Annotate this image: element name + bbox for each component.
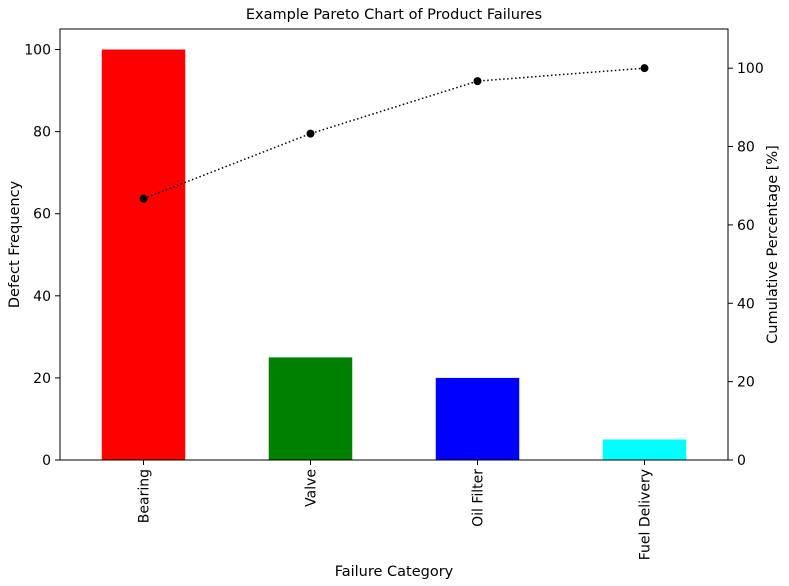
bar-bearing [101, 49, 186, 461]
plot-frame [59, 28, 729, 461]
x-tick-label: Valve [304, 469, 320, 507]
bar-valve [268, 357, 353, 460]
right-y-tick-label: 40 [737, 296, 755, 312]
right-y-tick-label: 60 [737, 218, 755, 234]
left-y-tick-label: 40 [33, 289, 51, 305]
x-tick-label: Fuel Delivery [638, 469, 654, 560]
cumulative-line-group [139, 64, 649, 203]
left-y-tick-label: 20 [33, 371, 51, 387]
cumulative-point [306, 129, 315, 138]
cumulative-point [640, 64, 649, 73]
x-axis-title: Failure Category [335, 564, 454, 580]
cumulative-percentage-line [143, 67, 645, 200]
x-tick-label: Oil Filter [471, 469, 487, 527]
right-y-tick-label: 0 [737, 453, 746, 469]
left-y-tick-label: 80 [33, 125, 51, 141]
right-y-tick-label: 20 [737, 375, 755, 391]
left-y-axis-title: Defect Frequency [7, 180, 23, 308]
left-y-axis: 0 20 40 60 80 100 [24, 43, 60, 469]
cumulative-point [473, 77, 482, 86]
left-y-tick-label: 60 [33, 207, 51, 223]
chart-title: Example Pareto Chart of Product Failures [246, 7, 542, 23]
right-y-tick-label: 80 [737, 140, 755, 156]
bar-oil-filter [435, 377, 520, 460]
right-y-axis: 0 20 40 60 80 100 [728, 61, 764, 469]
x-tick-label: Bearing [137, 469, 153, 523]
bar-fuel-delivery [602, 439, 687, 460]
bars-group [101, 49, 687, 461]
x-axis: Bearing Valve Oil Filter Fuel Delivery [137, 460, 654, 560]
left-y-tick-label: 0 [42, 453, 51, 469]
right-y-tick-label: 100 [737, 61, 764, 77]
left-y-tick-label: 100 [24, 43, 51, 59]
cumulative-point [139, 194, 148, 203]
right-y-axis-title: Cumulative Percentage [%] [765, 145, 781, 344]
